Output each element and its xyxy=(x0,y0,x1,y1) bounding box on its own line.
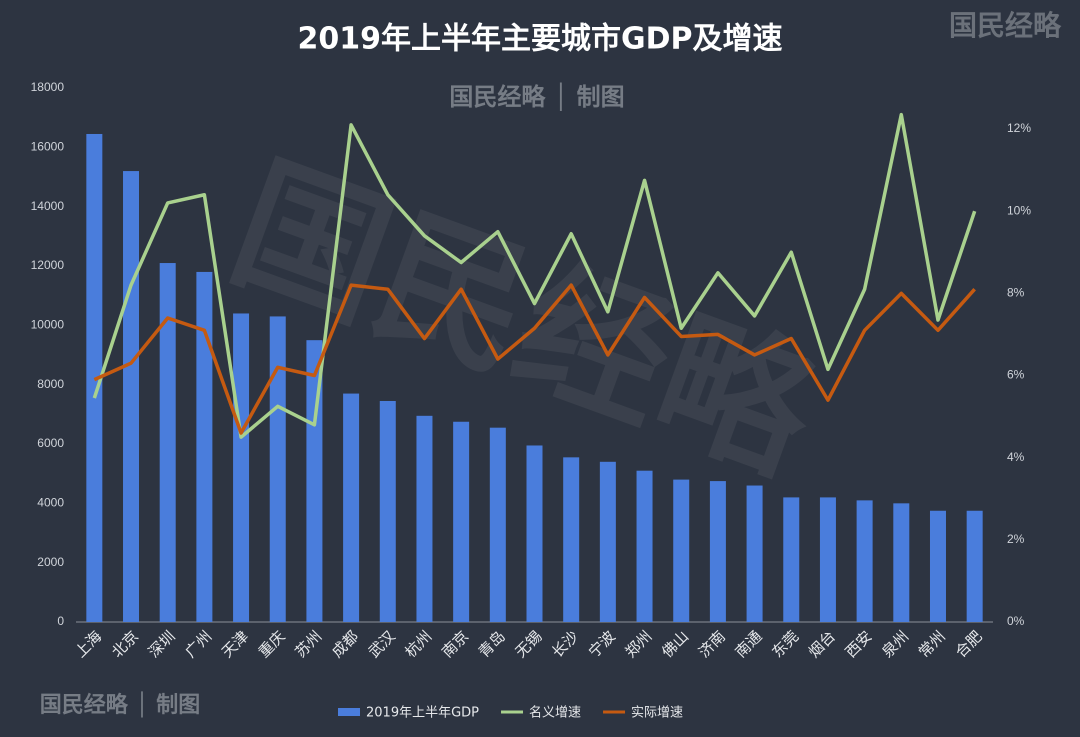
legend-swatch xyxy=(338,708,360,716)
y-tick-label: 0 xyxy=(57,614,64,628)
y2-tick-label: 2% xyxy=(1007,532,1025,546)
bar xyxy=(599,461,616,622)
line xyxy=(92,112,977,439)
line xyxy=(93,283,976,435)
bar xyxy=(929,510,946,622)
y2-tick-label: 12% xyxy=(1007,121,1031,135)
bar xyxy=(416,415,433,622)
bar xyxy=(563,457,580,622)
bar xyxy=(819,497,836,622)
bar xyxy=(526,445,543,622)
bar xyxy=(123,171,140,623)
bar xyxy=(489,427,506,622)
y-tick-label: 14000 xyxy=(31,199,65,213)
y-tick-label: 4000 xyxy=(37,496,64,510)
bar xyxy=(709,481,726,622)
bar xyxy=(636,470,653,622)
y-tick-label: 8000 xyxy=(37,377,64,391)
bar xyxy=(966,510,983,622)
bar xyxy=(893,503,910,622)
y2-tick-label: 6% xyxy=(1007,368,1025,382)
bar xyxy=(196,271,213,622)
legend-label: 实际增速 xyxy=(631,706,683,721)
bar xyxy=(746,485,763,622)
y-tick-label: 16000 xyxy=(31,140,65,154)
y-tick-label: 10000 xyxy=(31,318,65,332)
watermark: 国民经略 │ 制图 xyxy=(449,82,624,111)
bar xyxy=(233,313,250,622)
chart-title: 2019年上半年主要城市GDP及增速 xyxy=(297,22,782,57)
bar xyxy=(269,316,286,622)
bar xyxy=(856,500,873,622)
bar xyxy=(159,263,176,622)
watermark: 国民经略 xyxy=(949,9,1062,42)
y-tick-label: 6000 xyxy=(37,436,64,450)
y-tick-label: 12000 xyxy=(31,258,65,272)
bar xyxy=(783,497,800,622)
y-tick-label: 2000 xyxy=(37,555,64,569)
y2-tick-label: 4% xyxy=(1007,450,1025,464)
watermark: 国民经略 │ 制图 xyxy=(40,691,201,718)
bar xyxy=(379,400,396,622)
legend-label: 2019年上半年GDP xyxy=(366,706,479,721)
y2-tick-label: 10% xyxy=(1007,203,1031,217)
bar xyxy=(453,421,470,622)
bar xyxy=(673,479,690,622)
y-tick-label: 18000 xyxy=(31,80,65,94)
bar xyxy=(306,340,323,622)
legend-label: 名义增速 xyxy=(529,705,581,721)
y2-tick-label: 8% xyxy=(1007,286,1025,300)
bar xyxy=(343,393,360,622)
y2-tick-label: 0% xyxy=(1007,614,1025,628)
